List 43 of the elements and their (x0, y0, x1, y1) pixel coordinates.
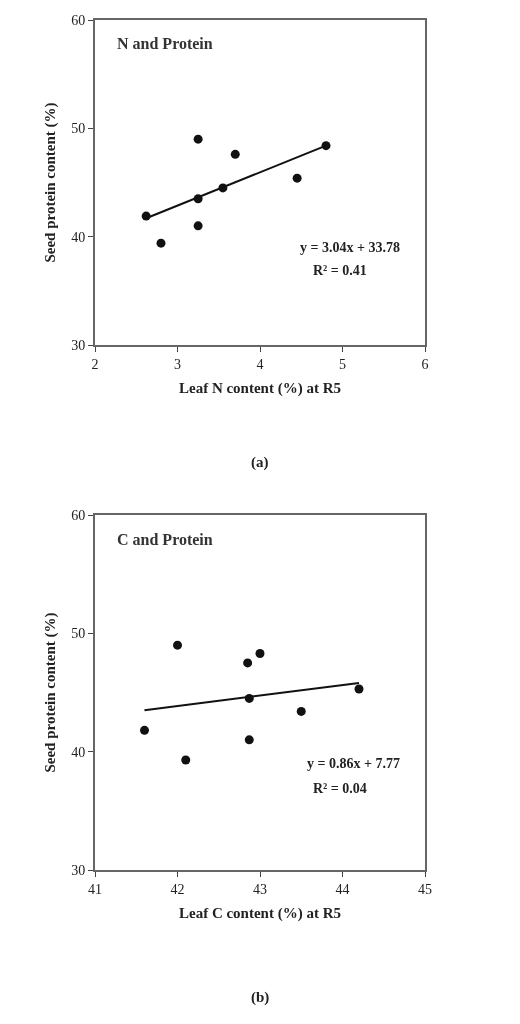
annotation: R² = 0.04 (313, 781, 367, 796)
x-tick-label: 3 (174, 356, 181, 372)
y-axis-title: Seed protein content (%) (41, 102, 59, 263)
point (193, 134, 203, 144)
x-axis-title: Leaf N content (%) at R5 (178, 380, 342, 398)
point (292, 173, 302, 183)
point (244, 735, 254, 745)
y-tick-label: 50 (71, 626, 86, 642)
point (296, 706, 306, 716)
y-axis-title: Seed protein content (%) (41, 612, 59, 773)
annotation: R² = 0.41 (313, 263, 367, 278)
point (230, 149, 240, 159)
y-tick-label: 60 (71, 507, 86, 523)
annotation: y = 3.04x + 33.78 (300, 240, 400, 255)
x-tick-label: 42 (170, 881, 185, 897)
x-tick-label: 44 (335, 881, 350, 897)
point (156, 238, 166, 248)
x-tick-label: 45 (418, 881, 432, 897)
y-tick-label: 30 (71, 862, 86, 878)
point (140, 725, 149, 735)
x-tick-label: 41 (88, 881, 102, 897)
point (243, 658, 253, 668)
x-tick-label: 6 (421, 356, 429, 372)
point (181, 755, 191, 765)
x-tick-label: 2 (91, 356, 99, 372)
y-tick-label: 40 (71, 744, 86, 760)
text: (b) (251, 989, 270, 1006)
x-tick-label: 5 (339, 356, 346, 372)
y-tick-label: 30 (71, 337, 86, 353)
y-tick-label: 60 (71, 12, 86, 28)
point (255, 648, 265, 658)
x-axis-title: Leaf C content (%) at R5 (178, 905, 342, 923)
y-tick-label: 50 (71, 121, 86, 137)
x-tick-label: 4 (256, 356, 264, 372)
text: C and Protein (117, 531, 213, 548)
text: N and Protein (117, 35, 213, 52)
point (354, 684, 364, 694)
x-tick-label: 43 (253, 881, 267, 897)
point (193, 221, 203, 231)
y-tick-label: 40 (71, 229, 86, 245)
point (173, 640, 182, 650)
text: (a) (251, 454, 269, 471)
annotation: y = 0.86x + 7.77 (307, 756, 400, 771)
